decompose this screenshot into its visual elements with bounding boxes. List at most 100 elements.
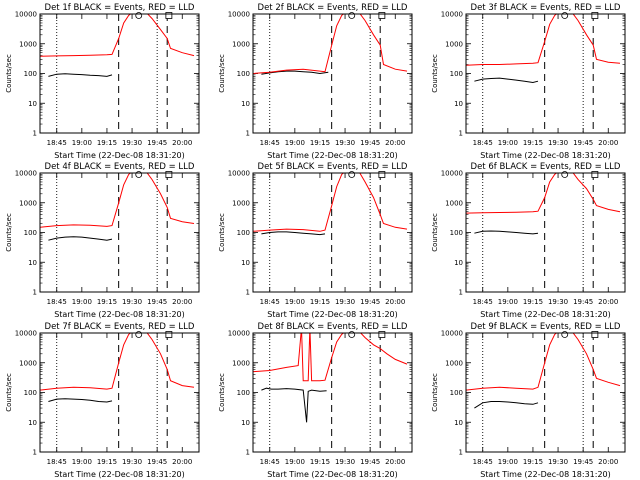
panel-title: Det 5f BLACK = Events, RED = LLD: [258, 162, 408, 172]
y-tick-label: 10000: [228, 330, 250, 338]
x-tick-label: 19:15: [310, 458, 330, 466]
detector-panel-9: Det 9f BLACK = Events, RED = LLD Counts/s…: [431, 322, 626, 479]
x-tick-label: 18:45: [260, 298, 280, 306]
y-tick-label: 10000: [15, 11, 37, 19]
plot-frame: [39, 13, 200, 134]
y-tick-label: 1000: [445, 199, 463, 207]
x-tick-label: 19:00: [498, 458, 518, 466]
y-axis-label: Counts/sec: [218, 373, 226, 412]
y-axis-label: Counts/sec: [5, 373, 13, 412]
circle-marker: [135, 171, 143, 178]
x-tick-label: 18:45: [47, 139, 67, 147]
series-line-lld: [40, 173, 195, 228]
x-tick-label: 19:15: [523, 298, 543, 306]
series-line-events: [48, 236, 113, 241]
y-tick-label: 1: [246, 449, 250, 457]
detector-panel-2: Det 2f BLACK = Events, RED = LLD Counts/s…: [218, 3, 413, 160]
circle-marker: [135, 331, 143, 338]
y-tick-label: 1: [33, 130, 37, 138]
series-line-events: [474, 77, 539, 84]
x-axis-label: Start Time (22-Dec-08 18:31:20): [480, 151, 611, 160]
y-tick-label: 10000: [15, 330, 37, 338]
circle-marker: [348, 12, 356, 19]
x-tick-label: 20:00: [598, 139, 618, 147]
detector-panel-1: Det 1f BLACK = Events, RED = LLD Counts/s…: [5, 3, 200, 160]
plot-frame: [465, 172, 626, 293]
y-tick-label: 100: [237, 229, 250, 237]
y-tick-label: 100: [237, 389, 250, 397]
x-tick-label: 18:45: [47, 298, 67, 306]
y-axis-label: Counts/sec: [5, 54, 13, 93]
y-tick-label: 1: [459, 130, 463, 138]
y-tick-label: 100: [24, 389, 37, 397]
x-tick-label: 19:30: [335, 458, 355, 466]
series-line-events: [48, 398, 113, 403]
x-tick-label: 19:15: [97, 458, 117, 466]
x-tick-label: 19:45: [573, 139, 593, 147]
y-tick-label: 1000: [232, 40, 250, 48]
x-axis-label: Start Time (22-Dec-08 18:31:20): [54, 151, 185, 160]
y-tick-label: 10000: [441, 330, 463, 338]
y-tick-label: 1: [33, 449, 37, 457]
y-tick-label: 100: [24, 70, 37, 78]
y-tick-label: 1: [33, 289, 37, 297]
square-marker: [165, 12, 173, 19]
x-tick-label: 20:00: [172, 298, 192, 306]
y-tick-label: 1: [246, 130, 250, 138]
y-tick-label: 10: [28, 259, 37, 267]
y-tick-label: 1: [246, 289, 250, 297]
x-tick-label: 19:30: [122, 139, 142, 147]
square-marker: [591, 331, 599, 338]
y-tick-label: 1000: [19, 359, 37, 367]
y-tick-label: 1: [459, 289, 463, 297]
series-line-events: [48, 73, 113, 77]
y-tick-label: 10000: [228, 11, 250, 19]
square-marker: [591, 12, 599, 19]
panel-title: Det 3f BLACK = Events, RED = LLD: [471, 3, 621, 13]
y-axis-label: Counts/sec: [5, 213, 13, 252]
y-axis-label: Counts/sec: [431, 213, 439, 252]
x-tick-label: 19:45: [573, 298, 593, 306]
y-tick-label: 100: [237, 70, 250, 78]
x-tick-label: 20:00: [385, 298, 405, 306]
series-line-events: [261, 387, 327, 423]
circle-marker: [561, 12, 569, 19]
x-tick-label: 19:30: [122, 298, 142, 306]
series-line-lld: [253, 173, 408, 232]
x-tick-label: 18:45: [260, 458, 280, 466]
y-axis-label: Counts/sec: [431, 373, 439, 412]
x-tick-label: 19:00: [72, 139, 92, 147]
x-tick-label: 20:00: [172, 458, 192, 466]
x-tick-label: 19:30: [548, 298, 568, 306]
series-line-events: [474, 230, 539, 235]
x-tick-label: 19:15: [97, 139, 117, 147]
detector-panel-4: Det 4f BLACK = Events, RED = LLD Counts/s…: [5, 162, 200, 319]
y-tick-label: 1: [459, 449, 463, 457]
y-tick-label: 1000: [232, 359, 250, 367]
x-tick-label: 18:45: [473, 458, 493, 466]
detector-panel-5: Det 5f BLACK = Events, RED = LLD Counts/s…: [218, 162, 413, 319]
x-tick-label: 19:00: [285, 458, 305, 466]
x-tick-label: 19:45: [147, 458, 167, 466]
plot-frame: [252, 13, 413, 134]
circle-marker: [348, 331, 356, 338]
panel-title: Det 4f BLACK = Events, RED = LLD: [45, 162, 195, 172]
panel-title: Det 6f BLACK = Events, RED = LLD: [471, 162, 621, 172]
square-marker: [591, 171, 599, 178]
y-tick-label: 100: [450, 389, 463, 397]
y-tick-label: 10: [241, 259, 250, 267]
plot-frame: [465, 332, 626, 453]
x-tick-label: 20:00: [172, 139, 192, 147]
y-tick-label: 10000: [441, 11, 463, 19]
y-tick-label: 100: [450, 229, 463, 237]
x-tick-label: 18:45: [473, 139, 493, 147]
y-tick-label: 1000: [445, 359, 463, 367]
x-tick-label: 19:45: [573, 458, 593, 466]
y-axis-label: Counts/sec: [431, 54, 439, 93]
x-axis-label: Start Time (22-Dec-08 18:31:20): [267, 151, 398, 160]
x-tick-label: 19:30: [548, 458, 568, 466]
plot-frame: [39, 332, 200, 453]
series-line-lld: [466, 14, 621, 66]
series-line-lld: [253, 333, 408, 382]
